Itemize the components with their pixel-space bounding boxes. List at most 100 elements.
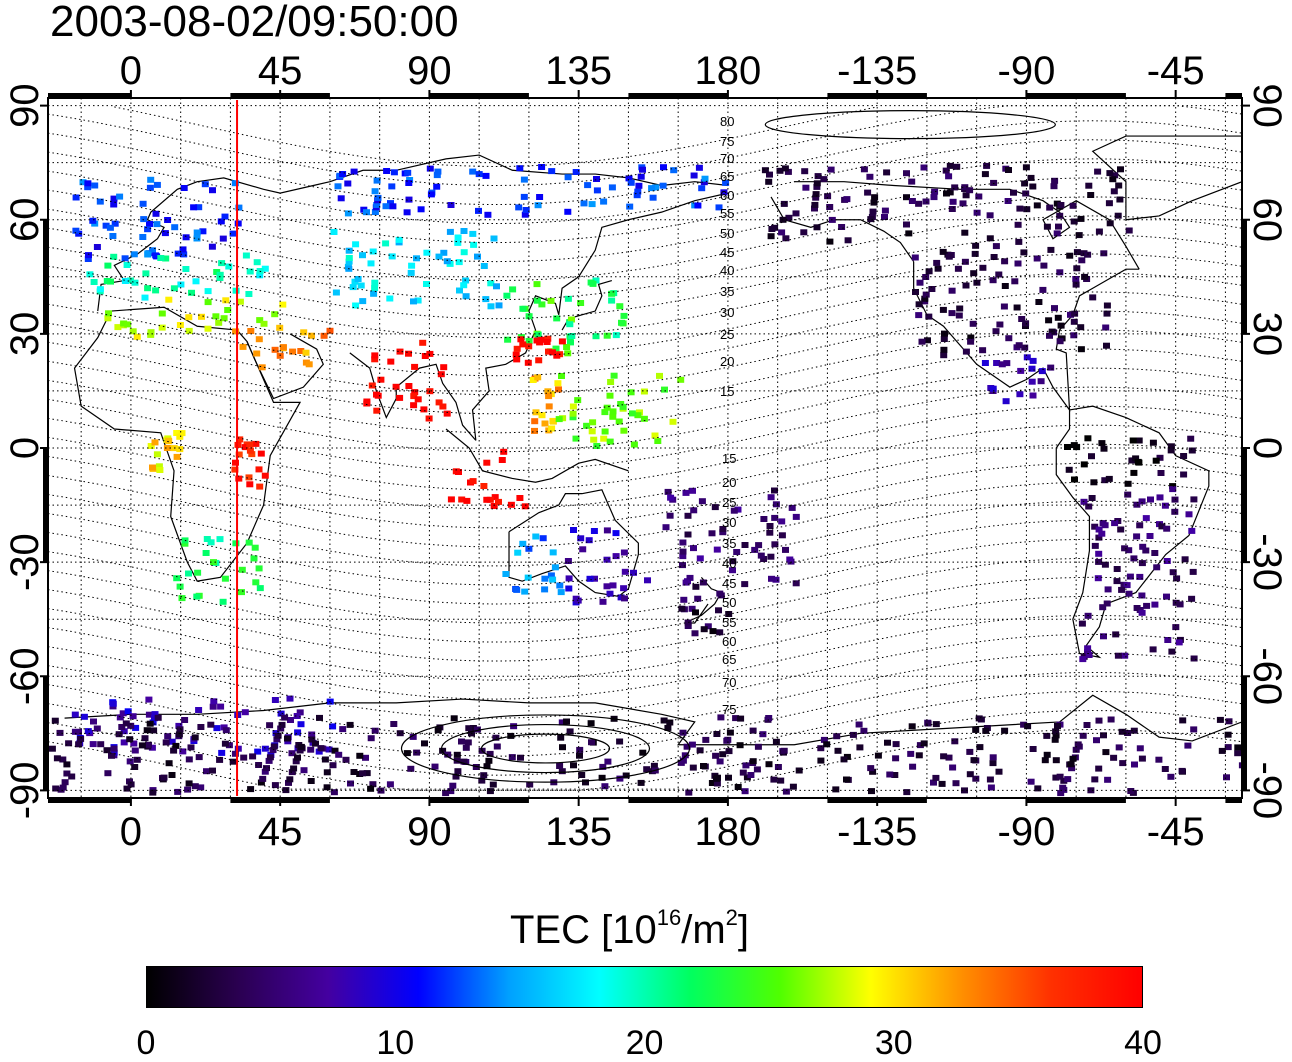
tec-cell bbox=[59, 784, 67, 791]
tec-cell bbox=[826, 204, 834, 210]
tec-cell bbox=[188, 289, 195, 296]
tec-cell bbox=[903, 194, 910, 201]
tec-cell bbox=[1078, 257, 1086, 264]
tec-cell bbox=[588, 739, 595, 746]
contour-line bbox=[48, 481, 1242, 567]
tec-cell bbox=[455, 259, 463, 266]
tec-cell bbox=[1010, 189, 1017, 196]
tec-cell bbox=[257, 450, 265, 457]
tec-cell bbox=[1142, 515, 1150, 522]
tec-cell bbox=[606, 438, 614, 445]
tec-cell bbox=[569, 414, 577, 421]
tec-cell bbox=[1052, 732, 1060, 739]
tec-cell bbox=[339, 171, 347, 177]
tec-cell bbox=[824, 193, 832, 200]
tec-cell bbox=[316, 714, 323, 721]
tec-cell bbox=[986, 776, 994, 783]
tec-cell bbox=[239, 343, 247, 350]
tec-cell bbox=[521, 588, 529, 595]
tec-cell bbox=[363, 398, 371, 405]
tec-cell bbox=[811, 201, 819, 208]
tec-cell bbox=[989, 277, 997, 284]
tec-cell bbox=[956, 305, 964, 312]
tec-cell bbox=[71, 711, 79, 718]
tec-cell bbox=[664, 488, 672, 495]
tec-cell bbox=[1090, 479, 1098, 486]
tec-cell bbox=[1080, 461, 1088, 468]
lon-label-top: -90 bbox=[998, 49, 1056, 93]
colorbar-tick-label: 20 bbox=[625, 1024, 664, 1062]
tec-cell bbox=[152, 287, 160, 294]
tec-cell bbox=[407, 765, 415, 772]
tec-cell bbox=[61, 779, 69, 786]
tec-cell bbox=[52, 785, 60, 792]
tec-cell bbox=[175, 731, 183, 738]
axis-bar-left bbox=[43, 219, 48, 334]
tec-cell bbox=[144, 226, 152, 233]
tec-cell bbox=[329, 723, 337, 730]
tec-cell bbox=[411, 363, 419, 370]
tec-cell bbox=[250, 555, 258, 562]
tec-cell bbox=[151, 439, 159, 446]
tec-cell bbox=[1234, 750, 1242, 757]
tec-cell bbox=[1107, 716, 1115, 723]
axes: 0045459090135135180180-135-135-90-90-45-… bbox=[3, 49, 1289, 854]
tec-cell bbox=[1167, 447, 1175, 454]
tec-cell bbox=[1045, 317, 1053, 324]
tec-cell bbox=[1115, 744, 1123, 751]
tec-cell bbox=[498, 457, 506, 463]
tec-cell bbox=[553, 315, 561, 322]
tec-cell bbox=[627, 389, 635, 396]
tec-cell bbox=[953, 163, 961, 170]
tec-cell bbox=[185, 780, 193, 787]
tec-cell bbox=[1173, 575, 1181, 582]
colorbar-tick-label: 30 bbox=[874, 1024, 913, 1062]
tec-cell bbox=[1035, 299, 1043, 305]
tec-cell bbox=[1052, 757, 1060, 764]
tec-cell bbox=[1106, 220, 1114, 227]
tec-cell bbox=[435, 253, 443, 260]
contour-label: 30 bbox=[720, 305, 734, 320]
tec-cell bbox=[545, 403, 553, 410]
tec-cell bbox=[224, 307, 232, 313]
tec-cell bbox=[500, 448, 508, 455]
tec-cell bbox=[475, 171, 483, 178]
tec-cell bbox=[201, 181, 209, 188]
tec-cell bbox=[1163, 593, 1170, 600]
tec-cell bbox=[1087, 192, 1095, 198]
tec-cell bbox=[149, 464, 156, 471]
tec-cell bbox=[640, 415, 648, 422]
tec-cell bbox=[582, 779, 589, 786]
tec-cell bbox=[620, 585, 628, 592]
tec-cell bbox=[933, 259, 941, 266]
tec-cell bbox=[357, 282, 365, 289]
tec-cell bbox=[905, 230, 913, 237]
tec-cell bbox=[959, 200, 967, 207]
tec-cell bbox=[664, 724, 672, 731]
tec-cell bbox=[287, 717, 294, 723]
tec-cell bbox=[951, 184, 959, 191]
coastlines bbox=[64, 135, 1242, 746]
tec-cell bbox=[940, 753, 948, 760]
tec-cell bbox=[556, 582, 564, 589]
tec-cell bbox=[1021, 344, 1029, 351]
tec-cell bbox=[110, 749, 118, 756]
tec-cell bbox=[382, 240, 390, 247]
tec-cell bbox=[1095, 558, 1103, 565]
tec-cell bbox=[108, 752, 115, 759]
tec-cell bbox=[781, 165, 789, 172]
tec-cell bbox=[1218, 747, 1226, 754]
tec-cell bbox=[1102, 749, 1110, 756]
tec-cell bbox=[1100, 633, 1107, 640]
tec-cell bbox=[1022, 164, 1030, 171]
axis-bar-top bbox=[429, 93, 529, 98]
tec-cell bbox=[532, 409, 540, 416]
tec-cell bbox=[1000, 303, 1008, 310]
tec-cell bbox=[1066, 252, 1074, 259]
tec-cell bbox=[388, 183, 396, 190]
tec-cell bbox=[1002, 398, 1010, 405]
tec-cell bbox=[928, 286, 936, 292]
tec-cell bbox=[1151, 550, 1159, 556]
tec-cell bbox=[482, 172, 490, 179]
tec-cell bbox=[532, 533, 540, 540]
